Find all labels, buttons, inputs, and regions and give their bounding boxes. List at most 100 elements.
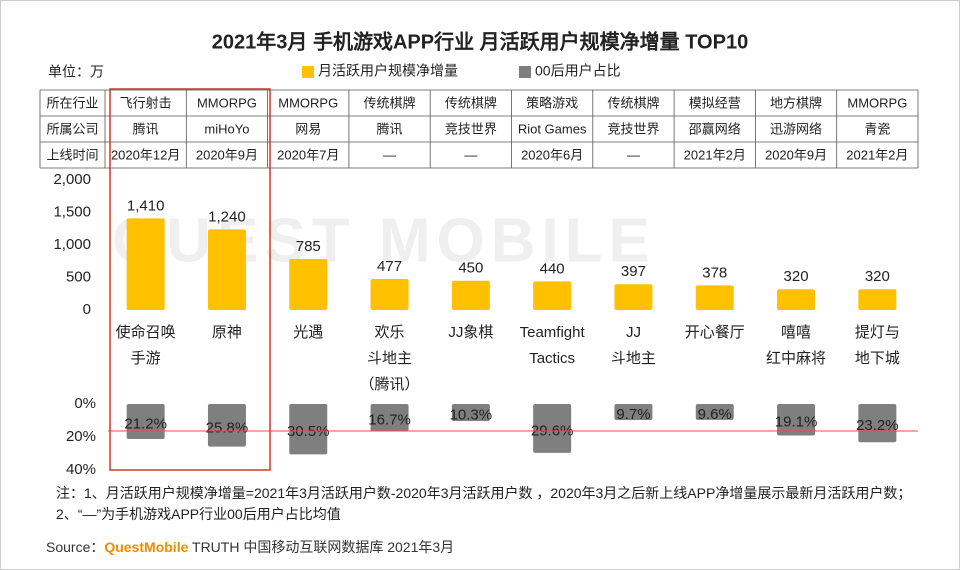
table-cell: 迅游网络: [770, 121, 822, 136]
table-cell: MMORPG: [278, 95, 338, 110]
x-tick-label: JJ象棋: [448, 324, 494, 341]
table-cell: —: [464, 147, 477, 162]
table-cell: 2020年6月: [521, 147, 583, 162]
bar: [451, 404, 490, 421]
x-tick-label: JJ 斗地主: [610, 324, 656, 367]
bar: [126, 404, 165, 439]
table-cell: 腾讯: [133, 121, 159, 136]
table-cell: 2021年2月: [684, 147, 746, 162]
table-cell: 2020年9月: [196, 147, 258, 162]
table-cell: 传统棋牌: [364, 95, 416, 110]
value-label: 1,410: [127, 197, 165, 214]
value-label: 440: [540, 260, 565, 277]
x-tick-label: 嘻嘻 红中麻将: [766, 324, 827, 367]
y-tick-label: 20%: [66, 428, 96, 445]
bar: [533, 281, 572, 310]
table-cell: —: [383, 147, 396, 162]
source-brand: QuestMobile: [104, 539, 189, 555]
source-rest: TRUTH 中国移动互联网数据库 2021年3月: [188, 539, 455, 555]
y-tick-label: 0%: [74, 395, 96, 412]
x-tick-label: 开心餐厅: [684, 324, 745, 341]
value-label: 25.8%: [206, 419, 249, 436]
x-tick-label: 提灯与 地下城: [854, 324, 900, 367]
table-cell: 青瓷: [864, 121, 890, 136]
x-tick-label: Teamfight Tactics: [519, 324, 585, 367]
bar: [614, 404, 653, 421]
row-header: 所在行业: [46, 95, 98, 110]
unit-label: 单位：万: [48, 64, 104, 80]
bar: [370, 278, 409, 310]
x-tick-label: 原神: [211, 324, 242, 341]
bar: [777, 404, 816, 436]
table-cell: Riot Games: [518, 121, 587, 136]
value-label: 320: [865, 268, 890, 285]
row-header: 上线时间: [46, 147, 98, 162]
legend-swatch: [519, 66, 531, 78]
source: Source：QuestMobile TRUTH 中国移动互联网数据库 2021…: [46, 537, 454, 557]
bar: [289, 258, 328, 310]
value-label: 19.1%: [775, 414, 818, 431]
value-label: 477: [377, 258, 402, 275]
value-label: 785: [296, 238, 321, 255]
table-cell: 2020年12月: [111, 147, 180, 162]
table-cell: 传统棋牌: [445, 95, 497, 110]
note: 注：1、月活跃用户规模净增量=2021年3月活跃用户数-2020年3月活跃用户数…: [56, 485, 912, 522]
y-tick-label: 1,000: [53, 236, 91, 253]
value-label: 9.6%: [698, 406, 732, 423]
table-cell: 2020年7月: [277, 147, 339, 162]
table-cell: 模拟经营: [689, 95, 741, 110]
highlight-box: [109, 88, 271, 471]
bar: [370, 404, 409, 432]
bar: [614, 284, 653, 310]
bar: [858, 404, 897, 443]
bar: [289, 404, 328, 455]
value-label: 378: [702, 264, 727, 281]
value-label: 23.2%: [856, 417, 899, 434]
value-label: 16.7%: [368, 412, 411, 429]
y-tick-label: 0: [83, 301, 91, 318]
legend-label: 月活跃用户规模净增量: [318, 63, 458, 79]
table-cell: 2020年9月: [765, 147, 827, 162]
bar: [858, 289, 897, 310]
legend-swatch: [302, 66, 314, 78]
x-tick-label: 使命召唤 手游: [115, 324, 176, 367]
value-label: 397: [621, 263, 646, 280]
chart-title: 2021年3月 手机游戏APP行业 月活跃用户规模净增量 TOP10: [212, 29, 748, 53]
table-cell: 竞技世界: [607, 121, 659, 136]
value-label: 450: [458, 260, 483, 277]
bar: [126, 218, 165, 310]
x-tick-label: 光遇: [293, 324, 324, 341]
row-header: 所属公司: [46, 121, 98, 136]
bar: [533, 404, 572, 453]
legend-label: 00后用户占比: [535, 63, 621, 79]
value-label: 9.7%: [616, 406, 650, 423]
table-cell: 飞行射击: [120, 95, 172, 110]
bar: [207, 404, 246, 447]
value-label: 21.2%: [124, 415, 167, 432]
y-tick-label: 500: [66, 268, 91, 285]
value-label: 1,240: [208, 208, 246, 225]
y-tick-label: 1,500: [53, 203, 91, 220]
source-prefix: Source：: [46, 539, 105, 555]
table-cell: 邵赢网络: [689, 121, 741, 136]
bar: [777, 289, 816, 310]
value-label: 30.5%: [287, 423, 330, 440]
table-cell: miHoYo: [204, 121, 249, 136]
bar: [207, 229, 246, 310]
bar: [695, 285, 734, 310]
table-cell: MMORPG: [197, 95, 257, 110]
table-cell: 腾讯: [377, 121, 403, 136]
bar: [451, 280, 490, 310]
table-cell: 网易: [295, 121, 321, 136]
table-cell: 地方棋牌: [770, 95, 822, 110]
table-cell: 传统棋牌: [607, 95, 659, 110]
watermark: QUEST MOBILE: [112, 206, 656, 275]
value-label: 320: [784, 268, 809, 285]
y-tick-label: 40%: [66, 461, 96, 478]
x-tick-label: 欢乐 斗地主 （腾讯）: [359, 324, 420, 393]
table-cell: —: [627, 147, 640, 162]
table-cell: 策略游戏: [526, 95, 578, 110]
value-label: 10.3%: [450, 406, 493, 423]
